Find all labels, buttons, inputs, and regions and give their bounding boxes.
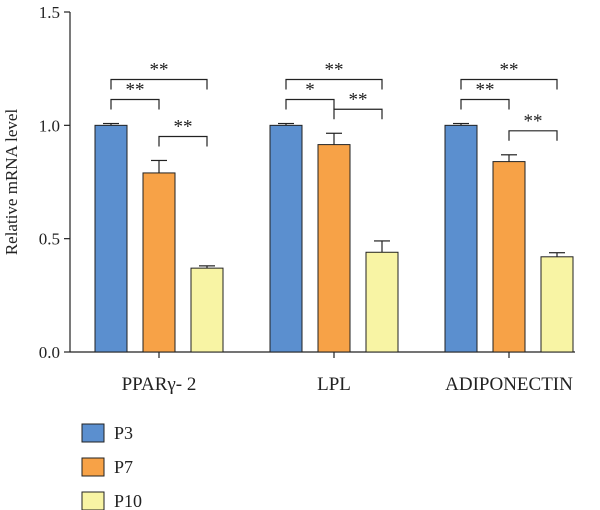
legend-swatch	[81, 423, 105, 443]
bar	[269, 124, 303, 353]
x-category-label: ADIPONECTIN	[445, 374, 573, 395]
bar	[492, 161, 526, 353]
significance-label: **	[126, 80, 145, 101]
significance-label: **	[500, 60, 519, 81]
significance-bracket	[285, 78, 383, 90]
bar	[94, 124, 128, 353]
significance-label: *	[305, 80, 315, 101]
significance-label: **	[150, 60, 169, 81]
significance-bracket	[508, 130, 558, 141]
legend-label: P7	[114, 457, 133, 477]
significance-label: **	[325, 60, 344, 81]
significance-bracket	[110, 98, 160, 110]
significance-bracket	[110, 78, 208, 90]
x-category-label: LPL	[317, 374, 351, 395]
bar	[317, 144, 351, 353]
bar	[190, 267, 224, 353]
legend-label: P10	[114, 491, 142, 510]
legend-swatch	[81, 491, 105, 510]
bar	[444, 124, 478, 353]
significance-label: **	[349, 89, 368, 110]
significance-bracket	[285, 98, 335, 110]
bars	[94, 122, 574, 353]
legend-swatch	[81, 457, 105, 477]
legend: P3 P7 P10	[81, 423, 142, 510]
significance-bracket	[460, 98, 510, 110]
y-axis-label: Relative mRNA level	[2, 109, 21, 256]
bar	[142, 172, 176, 353]
y-tick-label: 1.5	[39, 3, 60, 22]
significance-bracket	[333, 108, 383, 120]
significance-label: **	[174, 116, 193, 137]
bar	[540, 256, 574, 353]
significance-annotations: ********* ********	[110, 60, 558, 147]
x-category-label: PPARγ- 2	[122, 374, 197, 395]
y-tick-label: 0.0	[39, 343, 60, 362]
legend-label: P3	[114, 423, 133, 443]
significance-bracket	[460, 78, 558, 90]
bar	[365, 251, 399, 353]
y-tick-label: 1.0	[39, 116, 60, 135]
significance-label: **	[524, 111, 543, 132]
significance-bracket	[158, 135, 208, 147]
significance-label: **	[476, 80, 495, 101]
y-tick-label: 0.5	[39, 230, 60, 249]
